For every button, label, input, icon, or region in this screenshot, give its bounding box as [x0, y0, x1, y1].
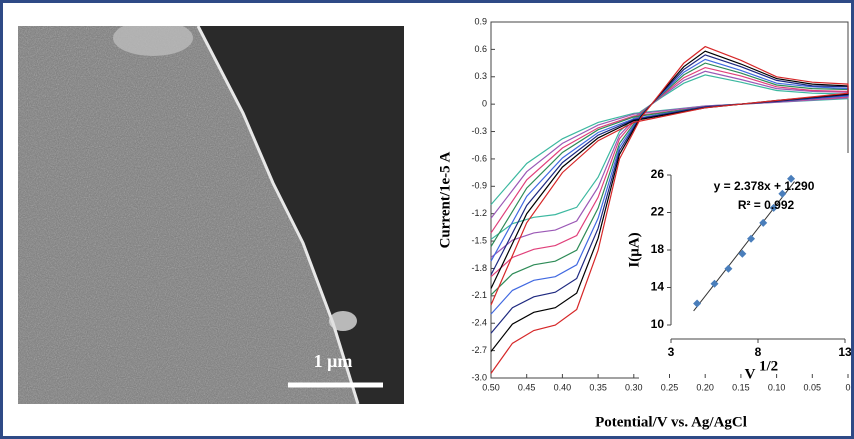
y-tick-label: -2.4 [471, 318, 487, 328]
x-tick-label: 0.25 [661, 382, 679, 392]
y-axis-label: Current/1e-5 A [437, 151, 453, 248]
y-tick-label: 0.6 [474, 44, 487, 54]
y-tick-label: -0.9 [471, 181, 487, 191]
y-tick-label: -0.6 [471, 153, 487, 163]
x-tick-label: 0.45 [518, 382, 536, 392]
x-tick-label: 0.15 [732, 382, 750, 392]
fit-equation: y = 2.378x + 1.290 [714, 179, 815, 193]
inset-x-label: V [745, 366, 756, 382]
y-tick-label: 0.9 [474, 16, 487, 26]
y-tick-label: -1.2 [471, 208, 487, 218]
x-tick-label: 0 [845, 382, 850, 392]
inset-y-label: I(μA) [626, 232, 642, 267]
y-tick-label: -3.0 [471, 372, 487, 382]
x-tick-label: 0.50 [482, 382, 500, 392]
x-tick-label: 0.05 [804, 382, 822, 392]
y-tick-label: -2.7 [471, 345, 487, 355]
x-tick-label: 3 [668, 345, 675, 359]
sem-image: 1 μm [18, 20, 404, 404]
scale-label: 1 μm [314, 351, 353, 371]
x-tick-label: 0.35 [589, 382, 607, 392]
y-tick-label: 18 [651, 242, 665, 256]
x-tick-label: 13 [838, 345, 851, 359]
x-tick-label: 0.20 [696, 382, 714, 392]
inset-x-label-sup: 1/2 [759, 358, 778, 374]
y-tick-label: -2.1 [471, 290, 487, 300]
y-tick-label: 14 [651, 280, 665, 294]
r-squared: R² = 0.992 [738, 198, 795, 212]
y-tick-label: 26 [651, 167, 665, 181]
y-tick-label: -1.5 [471, 235, 487, 245]
y-tick-label: 0.3 [474, 71, 487, 81]
sem-particle [329, 311, 357, 331]
x-tick-label: 0.10 [768, 382, 786, 392]
x-tick-label: 8 [755, 345, 762, 359]
figure: 1 μm Current/1e-5 A Potential/V vs. Ag/A… [0, 0, 854, 439]
y-tick-label: 10 [651, 317, 665, 331]
x-tick-label: 0.30 [625, 382, 643, 392]
y-tick-label: -0.3 [471, 126, 487, 136]
x-axis-label: Potential/V vs. Ag/AgCl [595, 414, 747, 430]
x-tick-label: 0.40 [554, 382, 572, 392]
figure-canvas: 1 μm Current/1e-5 A Potential/V vs. Ag/A… [3, 3, 851, 436]
y-tick-label: 0 [482, 99, 487, 109]
y-tick-label: -1.8 [471, 263, 487, 273]
sem-particle [113, 20, 193, 56]
y-tick-label: 22 [651, 205, 665, 219]
